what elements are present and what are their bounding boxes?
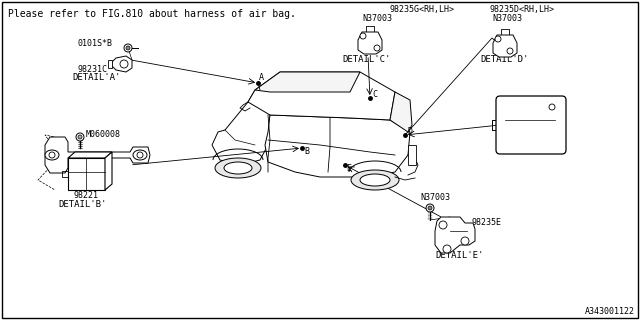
Circle shape	[439, 221, 447, 229]
Circle shape	[124, 44, 132, 52]
Polygon shape	[265, 115, 410, 177]
Text: Please refer to FIG.810 about harness of air bag.: Please refer to FIG.810 about harness of…	[8, 9, 296, 19]
Text: N37003: N37003	[420, 193, 450, 202]
Polygon shape	[212, 90, 270, 165]
Polygon shape	[68, 152, 112, 158]
Polygon shape	[68, 158, 105, 190]
Circle shape	[443, 245, 451, 253]
Circle shape	[126, 46, 130, 50]
Circle shape	[137, 152, 143, 158]
Ellipse shape	[45, 150, 59, 160]
Text: 98221: 98221	[73, 191, 98, 200]
Polygon shape	[390, 92, 412, 132]
Text: 98235G<RH,LH>: 98235G<RH,LH>	[390, 5, 455, 14]
Text: C: C	[372, 90, 377, 99]
Text: D: D	[407, 127, 412, 136]
Polygon shape	[255, 72, 360, 92]
Ellipse shape	[133, 150, 147, 160]
Text: 98231C: 98231C	[78, 65, 108, 74]
Text: 98233B: 98233B	[534, 121, 564, 130]
Text: DETAIL'D': DETAIL'D'	[480, 55, 529, 64]
Text: 98235E: 98235E	[472, 218, 502, 227]
FancyBboxPatch shape	[496, 96, 566, 154]
Ellipse shape	[224, 162, 252, 174]
Polygon shape	[108, 60, 112, 68]
Circle shape	[49, 152, 55, 158]
Text: DETAIL'C': DETAIL'C'	[342, 55, 390, 64]
Text: 98235D<RH,LH>: 98235D<RH,LH>	[490, 5, 555, 14]
Text: N37003: N37003	[362, 14, 392, 23]
Text: A343001122: A343001122	[585, 307, 635, 316]
Circle shape	[374, 45, 380, 51]
Polygon shape	[358, 32, 382, 54]
Ellipse shape	[351, 170, 399, 190]
Circle shape	[549, 104, 555, 110]
Text: DETAIL'A': DETAIL'A'	[72, 73, 120, 82]
Circle shape	[76, 133, 84, 141]
Circle shape	[461, 237, 469, 245]
Text: A: A	[259, 73, 264, 82]
Text: M060008: M060008	[86, 130, 121, 139]
Text: 0101S*B: 0101S*B	[78, 39, 113, 49]
Circle shape	[120, 60, 128, 68]
Polygon shape	[435, 217, 475, 253]
Ellipse shape	[215, 158, 261, 178]
Polygon shape	[105, 152, 112, 190]
Circle shape	[360, 33, 366, 39]
Text: E: E	[346, 164, 351, 173]
Polygon shape	[45, 137, 150, 173]
Circle shape	[78, 135, 82, 139]
Text: B: B	[304, 147, 309, 156]
Ellipse shape	[360, 174, 390, 186]
Circle shape	[426, 204, 434, 212]
Text: DETAIL'B': DETAIL'B'	[58, 200, 106, 209]
Text: N37003: N37003	[492, 14, 522, 23]
Circle shape	[507, 48, 513, 54]
Polygon shape	[112, 56, 132, 72]
Bar	[408, 145, 416, 165]
Text: DETAIL'E': DETAIL'E'	[435, 251, 483, 260]
Polygon shape	[248, 72, 395, 120]
Circle shape	[428, 206, 432, 210]
Circle shape	[495, 36, 501, 42]
Polygon shape	[493, 35, 517, 57]
